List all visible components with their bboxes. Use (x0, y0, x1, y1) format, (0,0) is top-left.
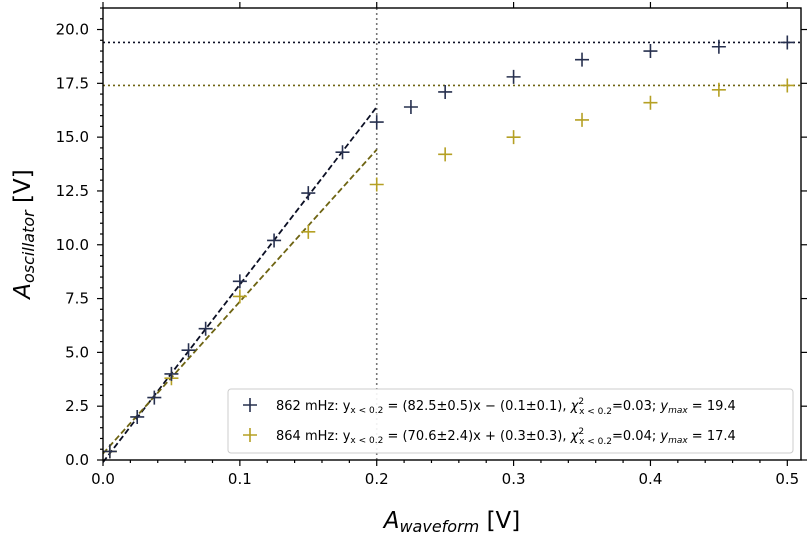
marker-s1-p2 (232, 289, 247, 304)
marker-s0-p17 (780, 35, 795, 50)
legend-text-864: 864 mHz: yx < 0.2 = (70.6±2.4)x + (0.3±0… (276, 427, 736, 447)
marker-s0-p16 (711, 39, 726, 54)
fit-lines (102, 106, 378, 463)
marker-s0-p11 (403, 100, 418, 115)
x-tick-label-3: 0.3 (502, 470, 526, 488)
y-tick-label-3: 7.5 (65, 290, 89, 308)
y-axis-label-main: A (10, 283, 36, 301)
legend-864-prefix: 864 mHz: y (276, 429, 351, 444)
marker-s0-p1 (130, 409, 145, 424)
marker-s1-p8 (643, 95, 658, 110)
y-axis-label: Aoscillator [V] (10, 169, 38, 300)
legend-862-chi-sub: x < 0.2 (579, 407, 612, 417)
x-axis-label-main: A (382, 508, 400, 534)
marker-s1-p10 (780, 78, 795, 93)
data-markers (102, 35, 795, 459)
x-tick-label-5: 0.5 (775, 470, 799, 488)
marker-s1-p7 (575, 112, 590, 127)
legend-864-chi-val: =0.04; (612, 429, 660, 444)
y-axis-label-unit-spacer (10, 203, 36, 210)
marker-s0-p3 (164, 366, 179, 381)
legend-864-ymax-val: = 17.4 (688, 429, 736, 444)
legend-862-prefix: 862 mHz: y (276, 399, 351, 414)
legend-864-chi: χ (570, 429, 580, 444)
legend-862-fit: = (82.5±0.5)x − (0.1±0.1), (383, 399, 570, 414)
legend-864-fit: = (70.6±2.4)x + (0.3±0.3), (383, 429, 570, 444)
x-tick-label-4: 0.4 (639, 470, 663, 488)
legend-862-chi-val: =0.03; (612, 399, 660, 414)
legend-864-chi-sup: 2 (578, 427, 584, 437)
y-tick-label-1: 2.5 (65, 397, 89, 415)
marker-s0-p14 (575, 52, 590, 67)
legend-864-chi-sub: x < 0.2 (579, 437, 612, 447)
marker-s0-p2 (147, 390, 162, 405)
legend: 862 mHz: yx < 0.2 = (82.5±0.5)x − (0.1±0… (227, 388, 794, 454)
x-tick-label-1: 0.1 (228, 470, 252, 488)
legend-text-862: 862 mHz: yx < 0.2 = (82.5±0.5)x − (0.1±0… (276, 397, 736, 417)
marker-s0-p4 (181, 343, 196, 358)
legend-864-sub: x < 0.2 (350, 436, 383, 446)
marker-s0-p7 (267, 233, 282, 248)
marker-s0-p8 (301, 186, 316, 201)
marker-s0-p12 (438, 84, 453, 99)
y-tick-label-7: 17.5 (56, 74, 89, 92)
legend-862-sub: x < 0.2 (350, 406, 383, 416)
marker-s1-p6 (506, 130, 521, 145)
marker-s1-p4 (369, 177, 384, 192)
legend-862-ymax-sub: max (668, 406, 688, 416)
legend-entry-864: 864 mHz: yx < 0.2 = (70.6±2.4)x + (0.3±0… (243, 427, 736, 447)
marker-s1-p9 (711, 82, 726, 97)
y-tick-label-5: 12.5 (56, 182, 89, 200)
y-tick-label-8: 20.0 (56, 21, 89, 39)
legend-864-ymax-y: y (659, 429, 668, 444)
x-axis-label-unit: [V] (487, 508, 521, 534)
legend-entry-862: 862 mHz: yx < 0.2 = (82.5±0.5)x − (0.1±0… (243, 397, 736, 417)
legend-862-chi: χ (570, 399, 580, 414)
plot-frame (102, 7, 802, 461)
marker-s0-p5 (198, 321, 213, 336)
marker-s0-p13 (506, 69, 521, 84)
marker-s1-p5 (438, 147, 453, 162)
legend-862-ymax-val: = 19.4 (688, 399, 736, 414)
y-tick-label-2: 5.0 (65, 343, 89, 361)
x-tick-label-2: 0.2 (365, 470, 389, 488)
legend-864-ymax-sub: max (668, 436, 688, 446)
x-axis-label: Awaveform [V] (382, 508, 521, 536)
x-tick-label-0: 0.0 (91, 470, 115, 488)
y-axis-label-sub: oscillator (19, 209, 38, 283)
legend-862-chi-sup: 2 (578, 397, 584, 407)
ymax-reference-lines (103, 41, 801, 87)
tick-labels: 0.0 0.1 0.2 0.3 0.4 0.5 0.0 2.5 5.0 7.5 10.0 12.5 15… (56, 21, 800, 488)
x-axis-label-unit-spacer (479, 508, 486, 534)
legend-862-ymax-y: y (659, 399, 668, 414)
marker-s0-p6 (232, 274, 247, 289)
marker-s1-p3 (301, 224, 316, 239)
marker-s0-p0 (102, 444, 117, 459)
legend-marker-864 (243, 428, 257, 442)
marker-s0-p15 (643, 44, 658, 59)
fit-line-1 (102, 149, 378, 455)
y-tick-label-0: 0.0 (65, 451, 89, 469)
y-tick-label-4: 10.0 (56, 236, 89, 254)
x-axis-label-sub: waveform (399, 517, 479, 536)
legend-box (227, 388, 794, 454)
y-tick-label-6: 15.0 (56, 128, 89, 146)
marker-s0-p9 (335, 145, 350, 160)
legend-marker-862 (243, 398, 257, 412)
y-axis-label-unit: [V] (10, 169, 36, 203)
marker-s0-p10 (369, 115, 384, 130)
